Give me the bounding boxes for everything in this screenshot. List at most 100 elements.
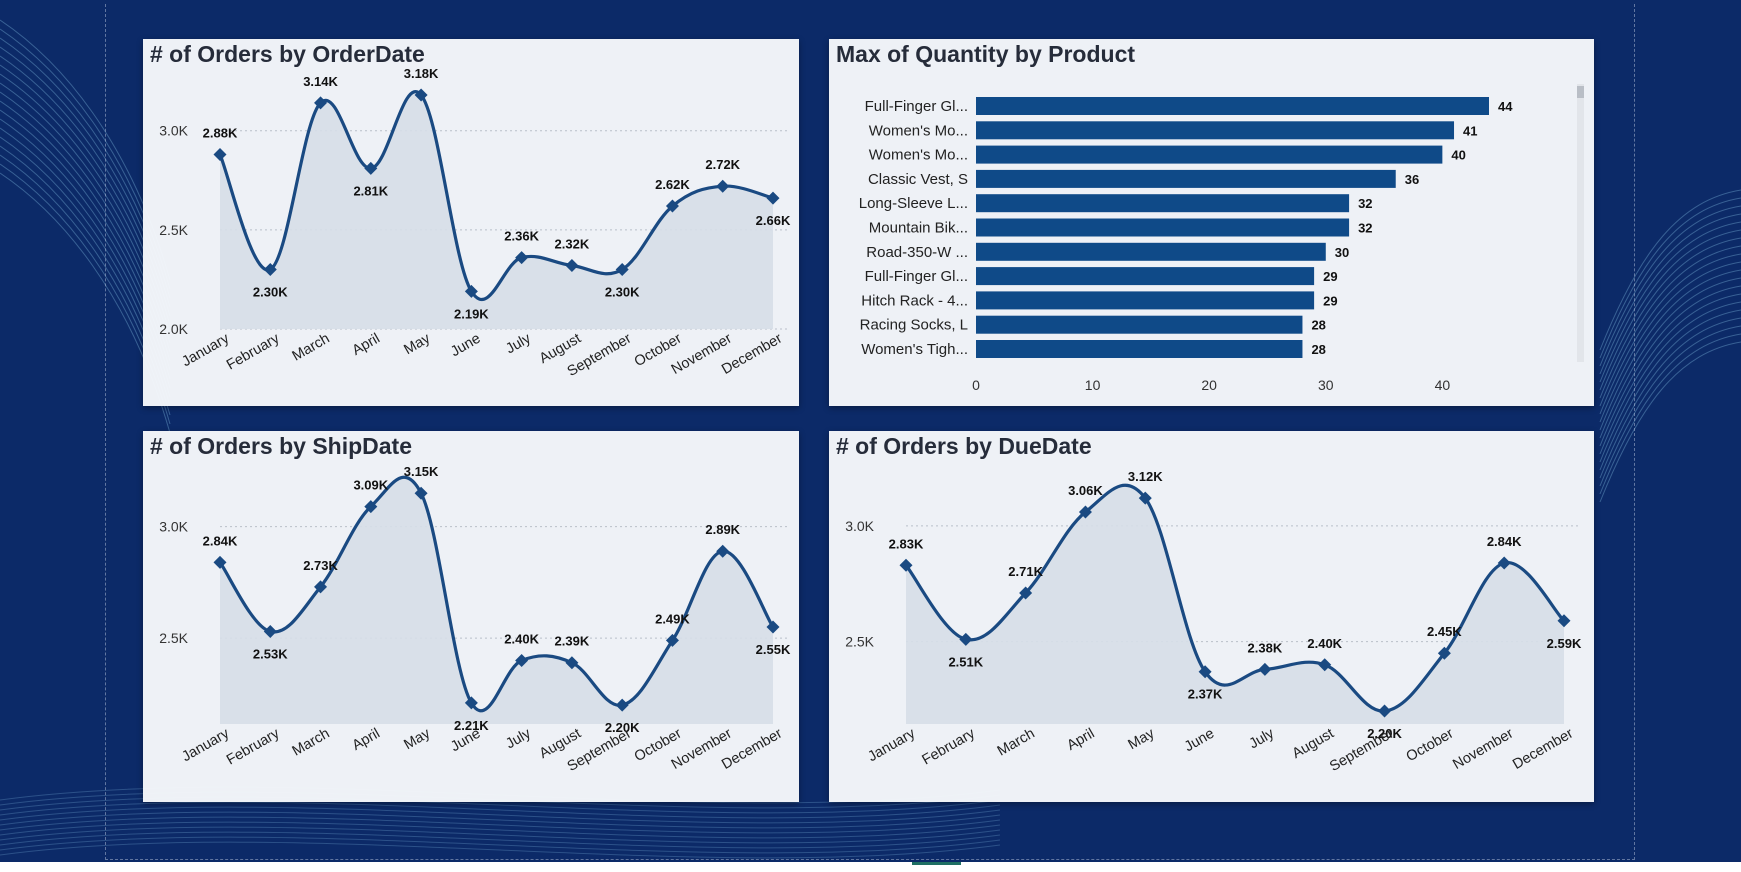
- bar-value-label: 29: [1323, 293, 1337, 308]
- x-tick-label: May: [401, 725, 433, 753]
- data-label: 3.14K: [303, 74, 338, 89]
- bar-value-label: 41: [1463, 123, 1477, 138]
- product-bar-chart[interactable]: 44 Full-Finger Gl... 41 Women's Mo... 40 Wome…: [829, 39, 1594, 406]
- bar-value-label: 32: [1358, 221, 1372, 236]
- data-label: 2.83K: [889, 536, 924, 551]
- quantity-by-product-panel[interactable]: Max of Quantity by Product 44 Full-Finger…: [829, 39, 1594, 406]
- active-page-tab-indicator[interactable]: [912, 862, 961, 865]
- bar-category-label: Racing Socks, L: [860, 317, 968, 334]
- bar-category-label: Women's Mo...: [869, 147, 968, 164]
- data-label: 2.66K: [756, 213, 791, 228]
- data-label: 2.84K: [203, 533, 238, 548]
- bg-swirl-line: [1599, 261, 1741, 423]
- series-line: [904, 483, 1566, 713]
- data-point-marker: [565, 259, 579, 273]
- data-point-marker: [464, 696, 478, 710]
- x-tick-label: May: [1126, 725, 1158, 753]
- y-tick-label: 3.0K: [845, 518, 874, 534]
- bar-category-label: Full-Finger Gl...: [865, 268, 968, 285]
- data-point-marker: [959, 632, 973, 646]
- bar-category-label: Women's Tigh...: [861, 341, 968, 358]
- bg-swirl-line: [1599, 333, 1741, 495]
- data-label: 2.72K: [705, 157, 740, 172]
- bg-swirl-line: [0, 816, 1001, 834]
- data-point-marker: [766, 191, 780, 205]
- x-tick-label: March: [995, 726, 1038, 760]
- data-label: 2.32K: [555, 237, 590, 252]
- scrollbar-track: [1577, 84, 1584, 362]
- data-label: 2.38K: [1248, 640, 1283, 655]
- duedate-line-chart[interactable]: 2.5K 3.0K 2.83K 2.51K 2.71K 3.06K 3.12K 2.37K 2.…: [829, 431, 1594, 802]
- data-point-marker: [364, 161, 378, 175]
- data-point-marker: [314, 96, 328, 110]
- bar-value-label: 40: [1451, 148, 1465, 163]
- x-tick-label: 10: [1085, 377, 1101, 393]
- x-tick-label: June: [1182, 726, 1217, 756]
- data-label: 2.55K: [756, 642, 791, 657]
- data-label: 2.30K: [253, 285, 288, 300]
- chart-title: Max of Quantity by Product: [836, 41, 1136, 67]
- x-tick-label: 30: [1318, 377, 1334, 393]
- bar: [976, 315, 1303, 334]
- data-point-marker: [565, 656, 579, 670]
- data-point-marker: [1437, 646, 1451, 660]
- data-point-marker: [716, 544, 730, 558]
- scrollbar-thumb: [1577, 86, 1584, 98]
- x-tick-label: April: [1064, 726, 1097, 754]
- data-label: 2.45K: [1427, 624, 1462, 639]
- x-tick-label: 40: [1435, 377, 1451, 393]
- bar-value-label: 32: [1358, 196, 1372, 211]
- x-tick-label: February: [224, 330, 283, 373]
- y-tick-label: 2.0K: [159, 321, 188, 337]
- bg-swirl-line: [1599, 189, 1741, 351]
- data-label: 2.84K: [1487, 534, 1522, 549]
- bar-category-label: Road-350-W ...: [866, 244, 968, 261]
- data-point-marker: [899, 558, 913, 572]
- data-point-marker: [364, 500, 378, 514]
- bar-category-label: Mountain Bik...: [869, 220, 968, 237]
- orderdate-line-chart[interactable]: 2.0K 2.5K 3.0K 2.88K 2.30K 3.14K 2.81K 3.18K 2.1…: [143, 39, 799, 406]
- data-label: 2.40K: [504, 631, 539, 646]
- x-tick-label: February: [920, 725, 979, 768]
- x-tick-label: 20: [1201, 377, 1217, 393]
- data-point-marker: [615, 263, 629, 277]
- data-label: 2.20K: [605, 720, 640, 735]
- data-point-marker: [213, 147, 227, 161]
- orderdate-chart-panel[interactable]: # of Orders by OrderDate 2.0K 2.5K 3.0K 2.8…: [143, 39, 799, 406]
- bg-swirl-line: [1599, 277, 1741, 439]
- x-tick-label: April: [350, 331, 383, 359]
- data-point-marker: [1198, 665, 1212, 679]
- bar-category-label: Hitch Rack - 4...: [861, 292, 968, 309]
- bar-category-label: Full-Finger Gl...: [865, 98, 968, 115]
- bg-swirl-line: [1599, 269, 1741, 431]
- bar-category-label: Women's Mo...: [869, 122, 968, 139]
- bar: [976, 242, 1326, 261]
- bar: [976, 291, 1315, 310]
- bg-swirl-line: [1599, 309, 1741, 471]
- bg-swirl-line: [1599, 293, 1741, 455]
- data-label: 3.15K: [404, 464, 439, 479]
- bar-value-label: 44: [1498, 99, 1513, 114]
- data-point-marker: [1258, 662, 1272, 676]
- data-point-marker: [1378, 704, 1392, 718]
- area-fill: [220, 477, 773, 724]
- data-point-marker: [213, 555, 227, 569]
- x-tick-label: March: [290, 726, 333, 760]
- series-line: [218, 90, 774, 302]
- data-label: 3.09K: [353, 478, 388, 493]
- bg-swirl-line: [0, 796, 1001, 814]
- x-tick-label: December: [1510, 726, 1576, 773]
- data-label: 2.88K: [203, 125, 238, 140]
- x-tick-label: June: [448, 331, 483, 361]
- duedate-chart-panel[interactable]: # of Orders by DueDate 2.5K 3.0K 2.83K 2.51…: [829, 431, 1594, 802]
- bar: [976, 194, 1350, 213]
- bottom-status-strip: [0, 862, 1741, 872]
- data-label: 2.53K: [253, 646, 288, 661]
- shipdate-line-chart[interactable]: 2.5K 3.0K 2.84K 2.53K 2.73K 3.09K 3.15K 2.21K 2.…: [143, 431, 799, 802]
- data-point-marker: [1318, 658, 1332, 672]
- data-point-marker: [1497, 556, 1511, 570]
- x-tick-label: November: [1450, 726, 1516, 773]
- shipdate-chart-panel[interactable]: # of Orders by ShipDate 2.5K 3.0K 2.84K 2.5…: [143, 431, 799, 802]
- data-label: 3.06K: [1068, 483, 1103, 498]
- area-fill: [906, 485, 1564, 724]
